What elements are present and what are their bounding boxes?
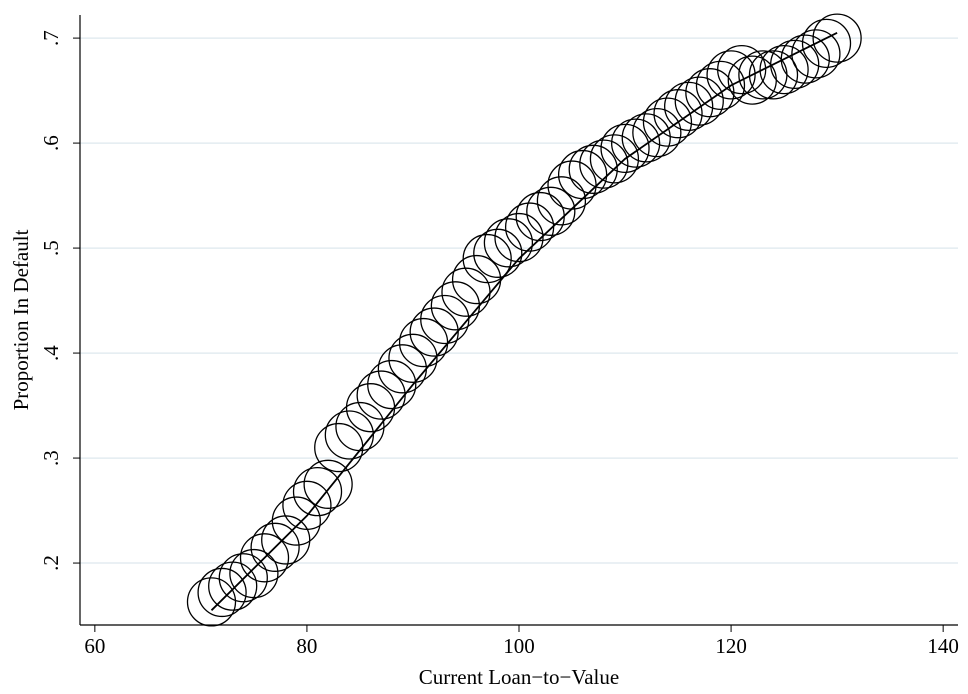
bubble (473, 228, 523, 278)
bubble (653, 89, 703, 139)
bubble (186, 577, 237, 627)
bubble (504, 202, 555, 252)
bubble (197, 567, 247, 618)
bubble (642, 97, 693, 147)
bubble (706, 50, 756, 100)
bubble (388, 333, 438, 383)
y-tick-label: .2 (39, 555, 63, 571)
y-tick-label: .5 (39, 240, 63, 256)
bubble (748, 50, 799, 100)
bubble (282, 480, 332, 530)
x-tick-label: 80 (296, 634, 317, 658)
bubble (695, 60, 746, 110)
fit-line (210, 32, 838, 611)
bubble (610, 118, 661, 168)
bubble (494, 212, 544, 263)
bubble (812, 13, 862, 63)
bubble (292, 467, 343, 517)
bubble (621, 113, 671, 163)
bubble (547, 160, 597, 210)
bubble (314, 422, 364, 473)
bubble (250, 522, 300, 572)
y-axis-title: Proportion In Default (9, 229, 33, 410)
x-tick-label: 60 (84, 634, 105, 658)
x-tick-label: 100 (503, 634, 535, 658)
bubble (536, 176, 587, 226)
bubble (770, 39, 820, 89)
x-tick-label: 140 (927, 634, 959, 658)
y-tick-label: .6 (39, 135, 63, 151)
x-tick-label: 120 (715, 634, 747, 658)
bubble (335, 401, 385, 452)
bubble (303, 459, 353, 509)
bubble (483, 218, 534, 268)
bubble (271, 496, 321, 546)
bubble (568, 144, 618, 194)
bubble (229, 548, 279, 599)
y-tick-label: .4 (39, 345, 63, 361)
bubble (685, 68, 735, 118)
y-tick-label: .3 (39, 450, 63, 466)
bubble (261, 515, 311, 565)
bubble (600, 123, 650, 173)
bubble (377, 344, 428, 394)
bubble (356, 370, 406, 420)
bubble (674, 76, 724, 126)
bubble (218, 553, 268, 603)
bubble (717, 44, 767, 95)
bubble (409, 307, 459, 357)
bubble (632, 107, 682, 158)
bubble (208, 561, 258, 611)
bubble (589, 134, 640, 184)
bubble (239, 533, 290, 583)
bubble (780, 34, 830, 84)
bubble (526, 186, 576, 236)
bubble (462, 233, 512, 284)
bubble (579, 139, 629, 189)
bubble (801, 18, 852, 68)
y-tick-label: .7 (39, 30, 63, 46)
bubble (759, 44, 809, 95)
bubble (367, 359, 417, 410)
x-axis-title: Current Loan−to−Value (419, 665, 619, 689)
bubble (791, 29, 841, 79)
bubble (430, 281, 481, 331)
